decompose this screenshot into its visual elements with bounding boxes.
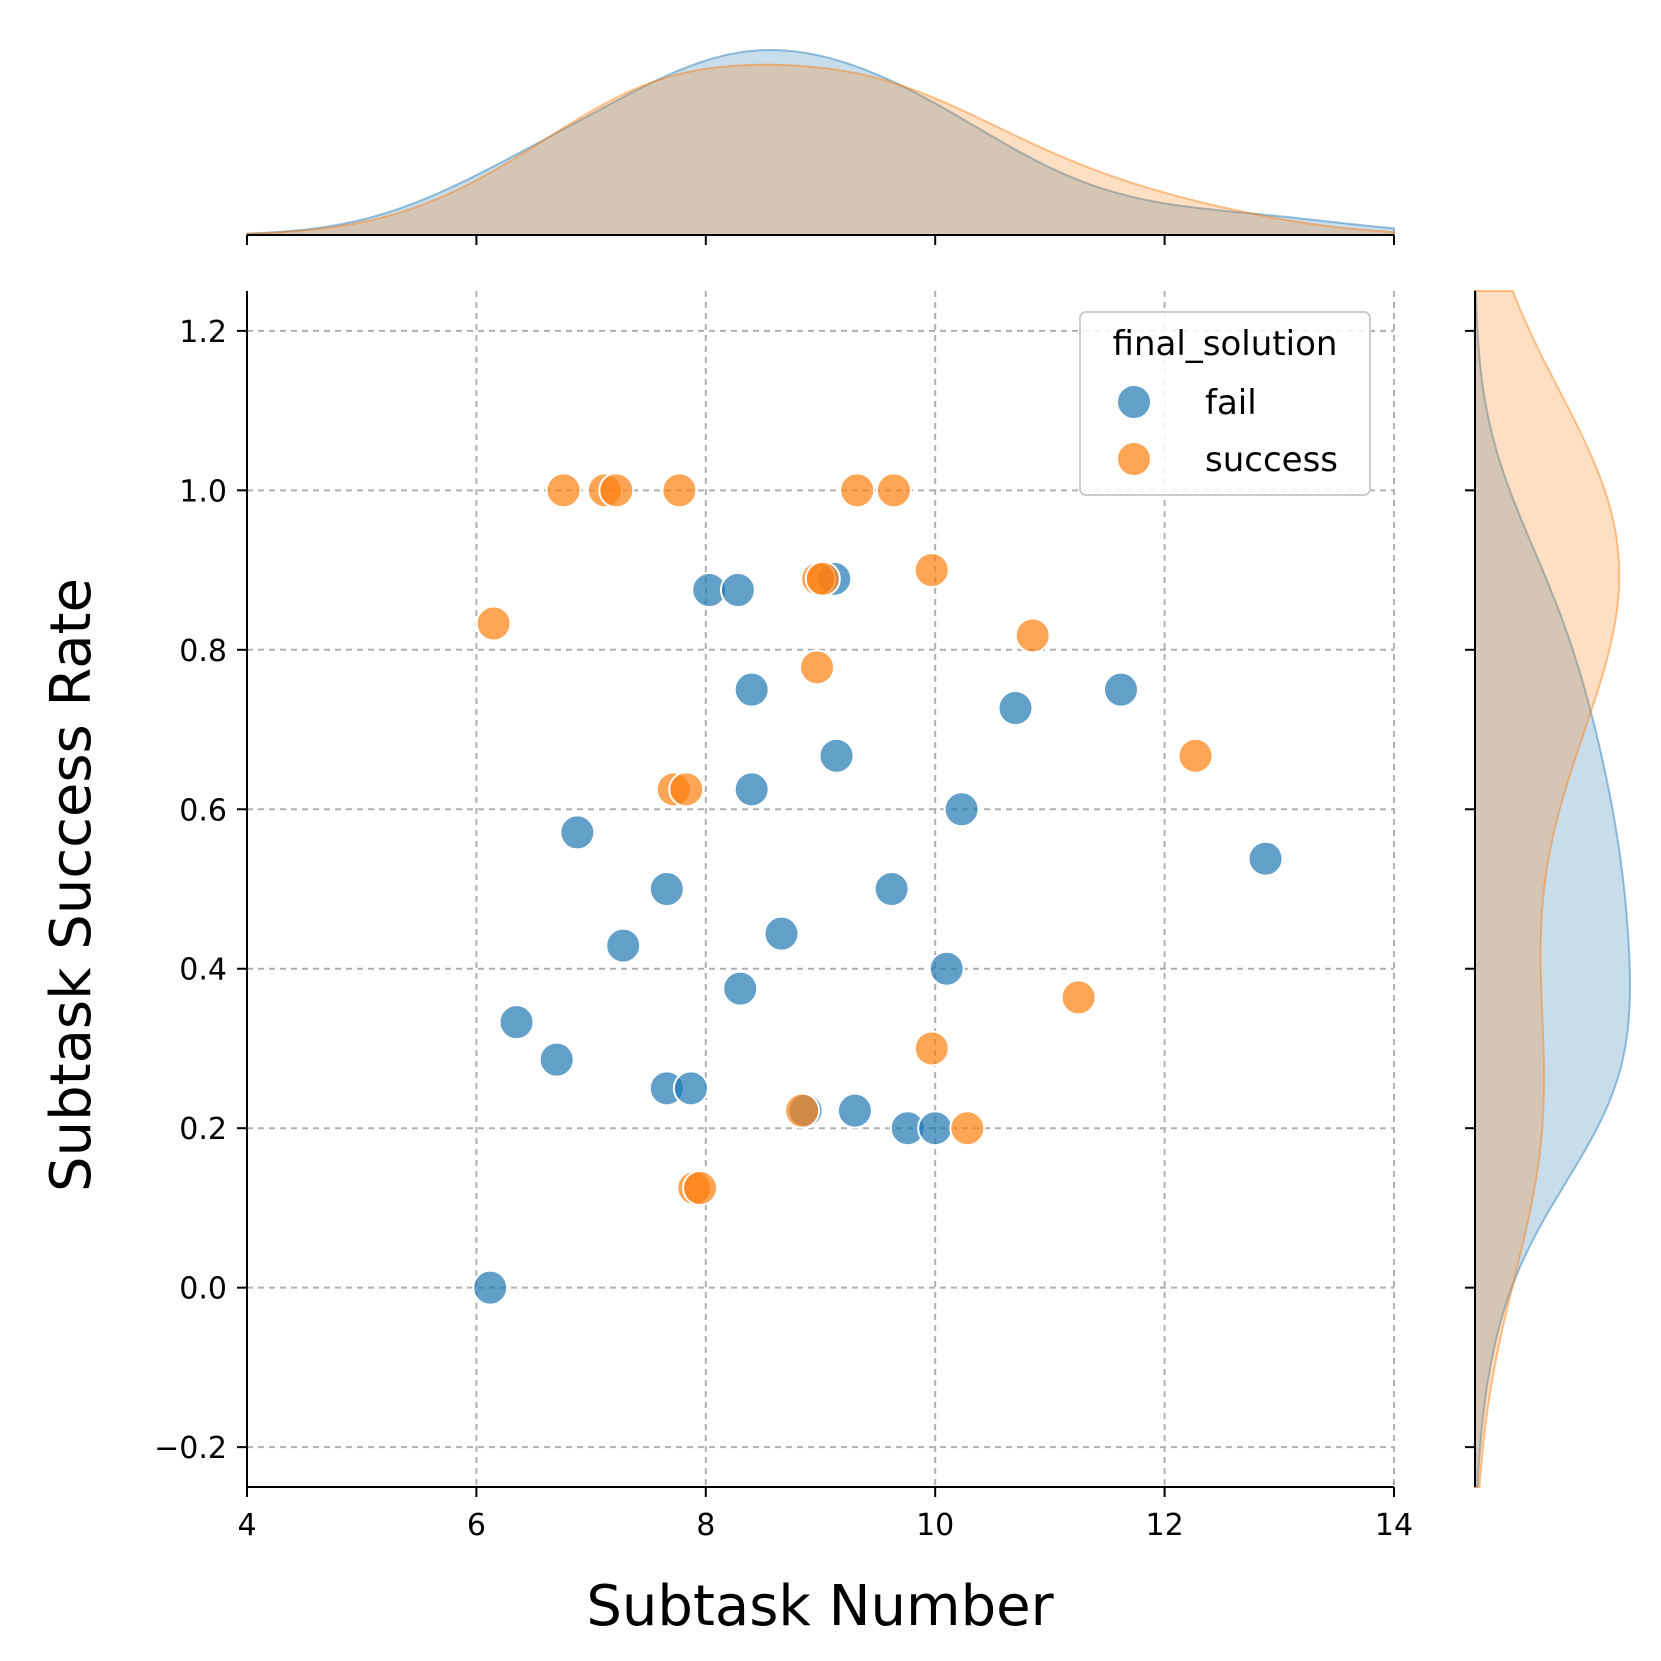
legend: final_solution fail success [1079, 311, 1371, 496]
point-fail [672, 1070, 709, 1107]
point-fail [763, 915, 800, 952]
x-tick-label: 8 [696, 1508, 715, 1543]
y-tick-label: 0.0 [179, 1272, 227, 1307]
point-success [1177, 737, 1214, 774]
point-fail [997, 690, 1034, 727]
point-fail [1103, 671, 1140, 708]
point-success [682, 1170, 719, 1206]
point-fail [605, 927, 642, 964]
point-success [875, 472, 912, 509]
point-fail [648, 871, 685, 907]
point-success [913, 1030, 950, 1067]
x-tick-label: 12 [1146, 1508, 1184, 1543]
point-fail [719, 572, 756, 608]
x-axis-title: Subtask Number [586, 1574, 1054, 1639]
point-success [799, 649, 836, 686]
x-tick-label: 14 [1375, 1508, 1413, 1543]
y-tick-label: 0.4 [179, 953, 227, 988]
point-fail [818, 737, 855, 774]
right-kde-fail [1474, 290, 1631, 1488]
point-fail [733, 771, 770, 808]
point-success [598, 472, 635, 509]
top-kde-success [246, 63, 1395, 236]
point-fail [733, 671, 770, 708]
right-kde-success [1474, 290, 1621, 1488]
legend-marker-fail [1116, 384, 1152, 420]
point-fail [1247, 840, 1284, 877]
point-success [475, 605, 512, 642]
point-success [661, 472, 698, 509]
point-fail [917, 1110, 954, 1147]
legend-label-success: success [1205, 440, 1338, 480]
grid-lines [246, 291, 1395, 1487]
point-fail [873, 871, 910, 907]
point-fail [836, 1092, 873, 1129]
point-success [1060, 979, 1097, 1016]
point-fail [472, 1269, 509, 1306]
point-success [1014, 617, 1051, 654]
x-tick-label: 6 [467, 1508, 486, 1543]
x-tick-label: 4 [237, 1508, 256, 1543]
legend-box [1079, 311, 1371, 496]
point-fail [538, 1041, 575, 1078]
legend-marker-success [1116, 441, 1152, 477]
y-tick-label: 1.2 [179, 315, 227, 350]
scatter-points [472, 472, 1284, 1306]
point-fail [928, 950, 965, 987]
y-tick-label: 0.8 [179, 634, 227, 669]
point-success [949, 1110, 986, 1147]
top-kde-fail [246, 49, 1395, 236]
legend-title: final_solution [1113, 324, 1338, 364]
point-fail [943, 791, 980, 828]
y-tick-label: 1.0 [179, 474, 227, 509]
right-marginal-kde [1474, 290, 1631, 1488]
top-marginal-kde [246, 49, 1395, 236]
y-axis-title: Subtask Success Rate [39, 578, 104, 1192]
axes [237, 234, 1476, 1497]
y-tick-label: −0.2 [154, 1431, 227, 1466]
point-success [545, 472, 582, 509]
point-fail [498, 1004, 535, 1041]
point-fail [722, 970, 759, 1007]
point-success [668, 771, 705, 808]
point-success [839, 472, 876, 509]
point-success [804, 560, 841, 597]
x-tick-label: 10 [916, 1508, 954, 1543]
y-tick-label: 0.6 [179, 793, 227, 828]
point-fail [559, 814, 596, 851]
tick-labels: 4 6 8 10 12 14 −0.2 0.0 0.2 0.4 0.6 0.8 1.0 1.2 [154, 315, 1413, 1543]
y-tick-label: 0.2 [179, 1112, 227, 1147]
point-success [784, 1092, 821, 1129]
point-success [913, 552, 950, 589]
legend-label-fail: fail [1205, 383, 1257, 423]
